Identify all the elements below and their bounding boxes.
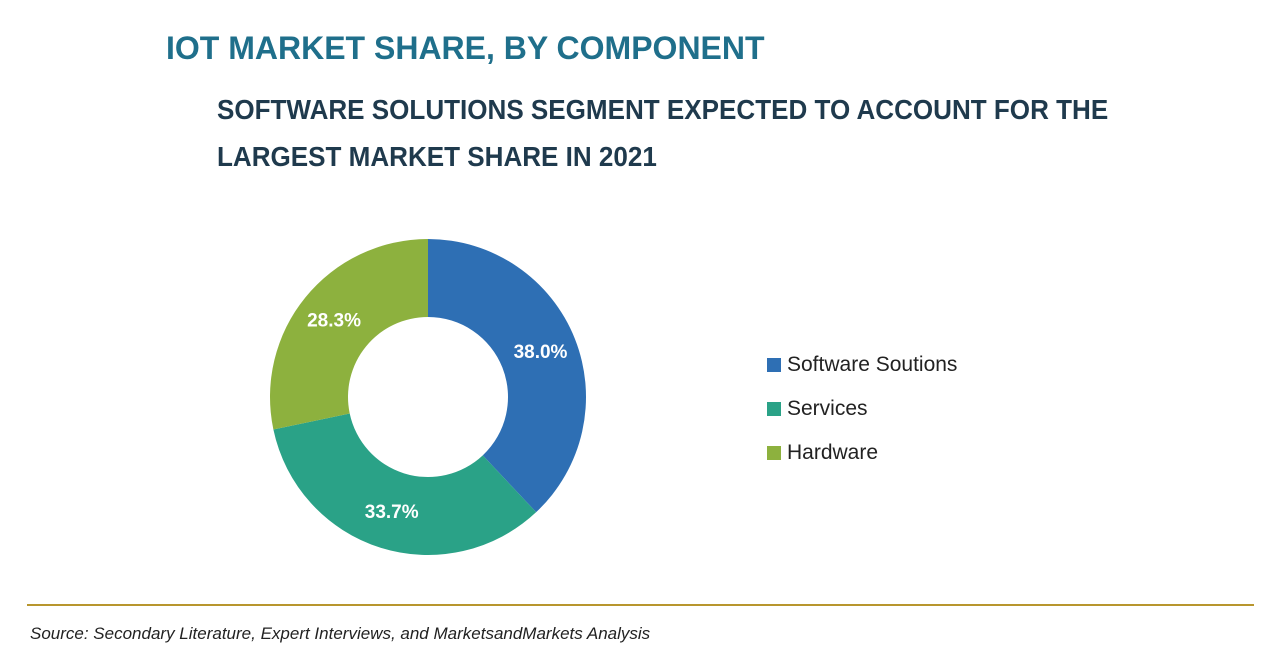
legend-label: Services	[787, 397, 868, 420]
legend-swatch	[767, 402, 781, 416]
chart-legend: Software Soutions Services Hardware	[767, 343, 957, 475]
data-label-hardware: 28.3%	[307, 310, 361, 331]
legend-swatch	[767, 358, 781, 372]
chart-title: IOT MARKET SHARE, BY COMPONENT	[166, 30, 765, 66]
donut-slice-services	[273, 413, 537, 555]
legend-item-software-soutions: Software Soutions	[767, 343, 957, 387]
chart-subtitle: SOFTWARE SOLUTIONS SEGMENT EXPECTED TO A…	[217, 94, 1109, 172]
source-note: Source: Secondary Literature, Expert Int…	[30, 624, 651, 643]
legend-item-hardware: Hardware	[767, 431, 957, 475]
data-label-software-soutions: 38.0%	[514, 342, 568, 363]
legend-label: Hardware	[787, 441, 879, 464]
legend-item-services: Services	[767, 387, 957, 431]
legend-swatch	[767, 446, 781, 460]
footer-divider	[27, 604, 1254, 606]
legend-label: Software Soutions	[787, 353, 958, 376]
data-label-services: 33.7%	[365, 502, 419, 523]
donut-slice-software-soutions	[428, 239, 587, 513]
donut-slice-hardware	[270, 239, 428, 430]
